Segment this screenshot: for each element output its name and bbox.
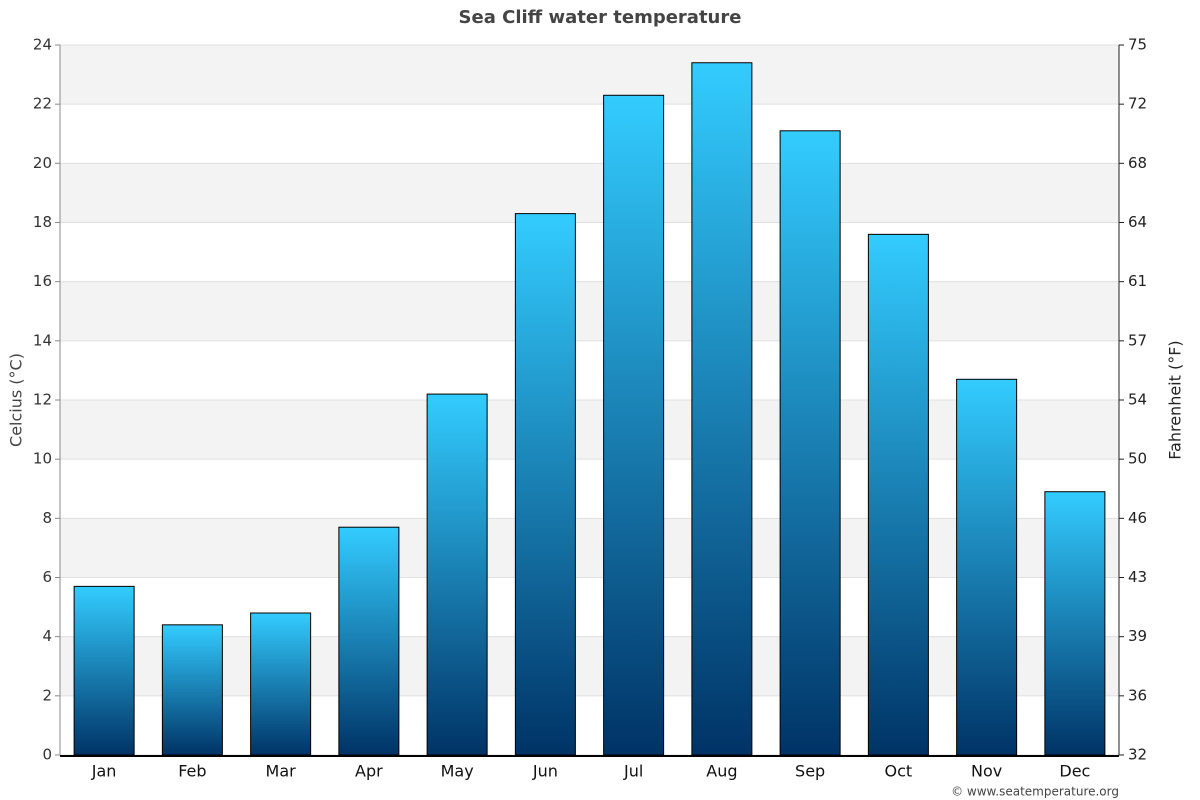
y2-tick-label: 57 xyxy=(1128,331,1147,349)
x-tick-label: Aug xyxy=(706,762,737,781)
y-tick-label: 8 xyxy=(42,509,52,527)
grid-band xyxy=(60,45,1119,105)
x-tick-label: Jun xyxy=(532,762,558,781)
grid-band xyxy=(60,400,1119,460)
bar xyxy=(779,130,841,756)
x-tick-label: Jul xyxy=(623,762,643,781)
bar xyxy=(73,585,135,756)
y-tick-label: 6 xyxy=(42,568,52,586)
x-tick-label: Sep xyxy=(795,762,825,781)
x-tick-label: Nov xyxy=(971,762,1002,781)
grid-band xyxy=(60,518,1119,578)
y2-tick-label: 50 xyxy=(1128,450,1147,468)
y-tick-label: 4 xyxy=(42,627,52,645)
bar xyxy=(338,526,400,756)
y-tick-label: 12 xyxy=(33,391,52,409)
y2-tick-label: 36 xyxy=(1128,686,1147,704)
y2-tick-label: 75 xyxy=(1128,36,1147,54)
y-tick-label: 24 xyxy=(33,36,52,54)
bar xyxy=(250,612,312,756)
y-tick-label: 18 xyxy=(33,213,52,231)
bar xyxy=(426,393,488,756)
credit: © www.seatemperature.org xyxy=(951,785,1119,799)
y2-tick-label: 68 xyxy=(1128,154,1147,172)
y2-axis-label: Fahrenheit (°F) xyxy=(1166,340,1185,459)
grid-band xyxy=(60,636,1119,696)
x-tick-label: Jan xyxy=(91,762,117,781)
y-tick-label: 2 xyxy=(42,686,52,704)
y2-tick-label: 72 xyxy=(1128,95,1147,113)
y-tick-label: 16 xyxy=(33,272,52,290)
y2-tick-label: 32 xyxy=(1128,746,1147,764)
x-tick-label: Dec xyxy=(1059,762,1090,781)
y2-tick-label: 61 xyxy=(1128,272,1147,290)
bar xyxy=(1044,491,1106,756)
y-tick-label: 10 xyxy=(33,450,52,468)
y2-tick-label: 54 xyxy=(1128,391,1147,409)
y-tick-label: 14 xyxy=(33,331,52,349)
y2-tick-label: 64 xyxy=(1128,213,1147,231)
grid-band xyxy=(60,163,1119,223)
chart-title: Sea Cliff water temperature xyxy=(459,7,742,28)
y2-tick-label: 43 xyxy=(1128,568,1147,586)
bar xyxy=(603,94,665,756)
y-axis-label: Celcius (°C) xyxy=(7,353,26,447)
bar xyxy=(161,624,223,756)
y2-tick-label: 39 xyxy=(1128,627,1147,645)
x-tick-label: Oct xyxy=(885,762,913,781)
x-tick-label: Feb xyxy=(178,762,206,781)
bar xyxy=(691,62,753,756)
bar xyxy=(956,378,1018,756)
bar xyxy=(514,213,576,756)
bar xyxy=(867,233,929,756)
y-tick-label: 20 xyxy=(33,154,52,172)
grid-band xyxy=(60,281,1119,341)
x-tick-label: Apr xyxy=(355,762,383,781)
x-tick-label: May xyxy=(441,762,474,781)
y-tick-label: 0 xyxy=(42,746,52,764)
x-tick-label: Mar xyxy=(266,762,297,781)
y-tick-label: 22 xyxy=(33,95,52,113)
y2-tick-label: 46 xyxy=(1128,509,1147,527)
